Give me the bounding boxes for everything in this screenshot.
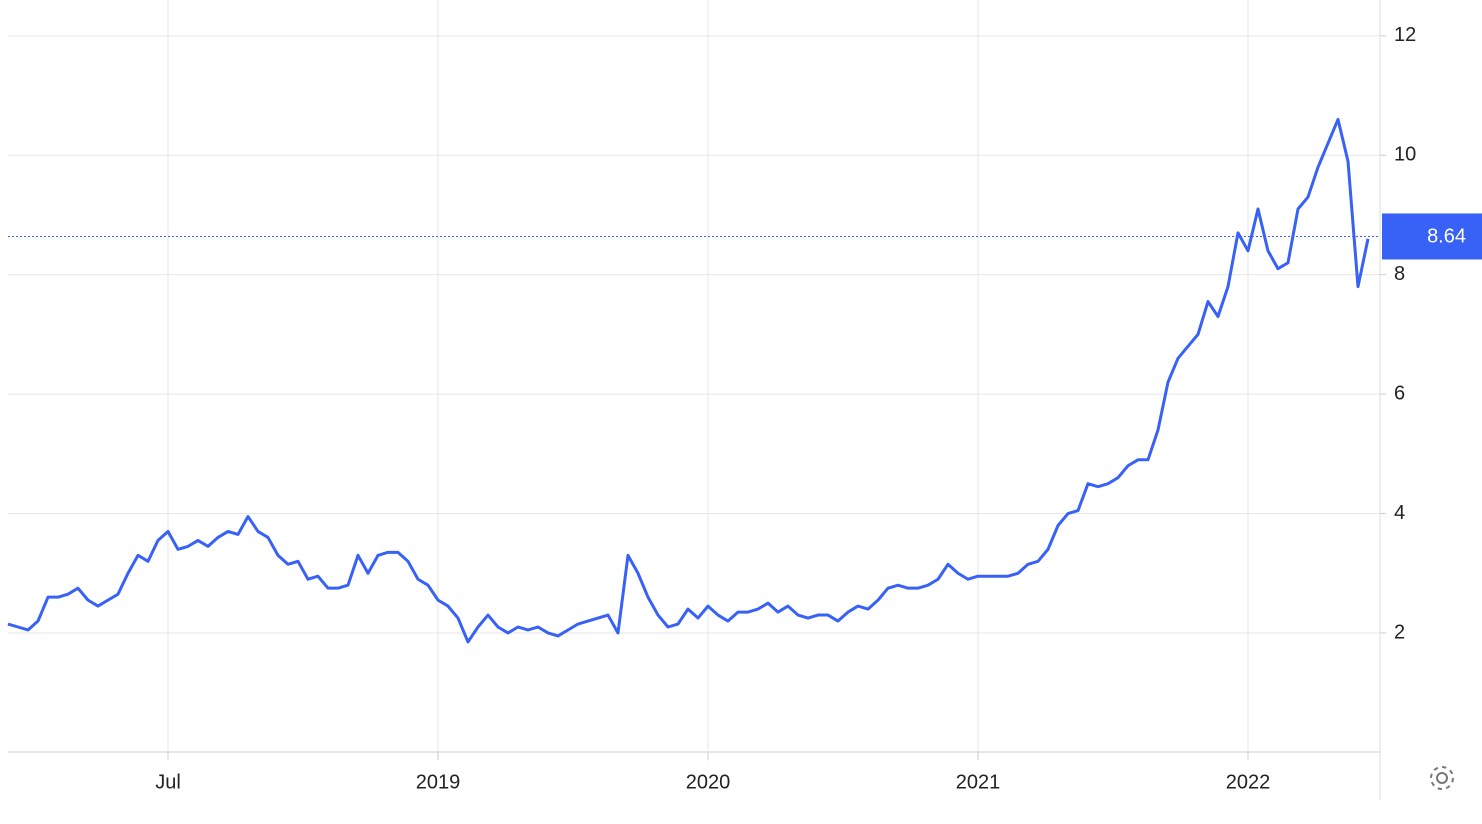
settings-icon[interactable]	[1430, 766, 1454, 790]
y-tick-label: 10	[1394, 144, 1416, 166]
x-tick-label: 2022	[1226, 771, 1271, 793]
y-tick-label: 12	[1394, 24, 1416, 46]
x-tick-label: Jul	[155, 771, 181, 793]
x-tick-label: 2020	[686, 771, 731, 793]
price-line	[7, 117, 1370, 644]
x-tick-label: 2019	[416, 771, 461, 793]
y-tick-label: 6	[1394, 382, 1405, 404]
y-tick-label: 2	[1394, 621, 1405, 643]
y-tick-label: 4	[1394, 502, 1405, 524]
y-tick-label: 8	[1394, 263, 1405, 285]
x-tick-label: 2021	[956, 771, 1001, 793]
current-value-label: 8.64	[1427, 226, 1466, 248]
current-value-box	[1382, 213, 1482, 260]
